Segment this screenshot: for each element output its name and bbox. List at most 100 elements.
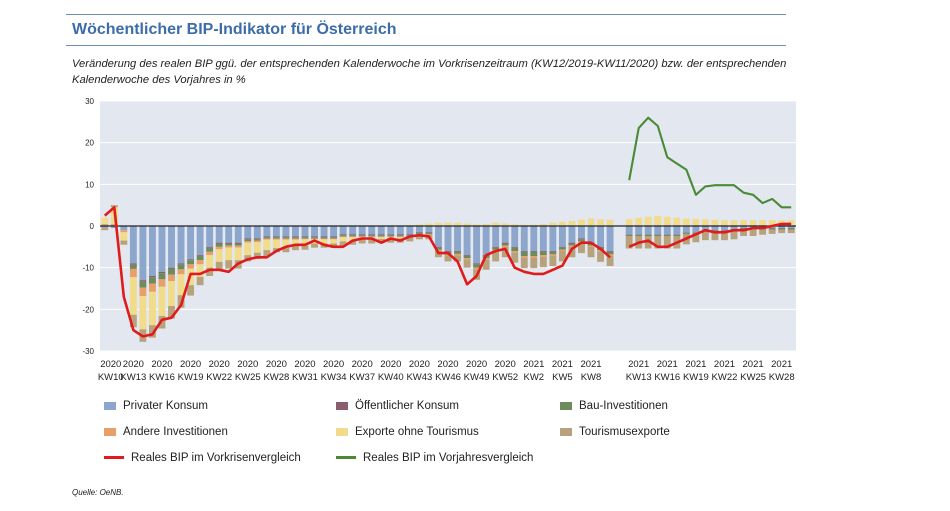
bar-segment-privater_konsum (520, 226, 528, 251)
bar-segment-tourismus (454, 255, 461, 262)
bar-segment-privater_konsum (110, 226, 118, 229)
bar-segment-andere (110, 223, 118, 226)
bar-segment-bau (787, 228, 795, 230)
x-tick-week: KW31 (292, 372, 318, 383)
x-tick-week: KW10 (98, 372, 124, 383)
bar-segment-exporte (749, 220, 757, 226)
bar-segment-privater_konsum (787, 226, 795, 229)
bar-segment-tourismus (387, 238, 395, 243)
x-tick-year: 2021 (552, 359, 573, 370)
bar-segment-oeffentlicher_konsum (139, 280, 147, 282)
bar-segment-oeffentlicher_konsum (225, 242, 233, 244)
x-tick-year: 2020 (180, 359, 201, 370)
legend-item-red: Reales BIP im Vorkrisenvergleich (104, 452, 301, 464)
bar-segment-exporte (139, 296, 147, 330)
bar-segment-andere (358, 236, 366, 238)
x-tick-year: 2021 (628, 359, 649, 370)
bar-segment-exporte (444, 222, 452, 226)
legend-swatch (560, 401, 572, 410)
x-tick-week: KW5 (552, 372, 573, 383)
bar-segment-privater_konsum (149, 226, 156, 276)
bar-segment-bau (149, 277, 156, 284)
bar-segment-exporte (721, 220, 728, 226)
bar-segment-exporte (196, 264, 204, 277)
bar-segment-andere (139, 287, 147, 296)
x-tick-year: 2020 (466, 359, 487, 370)
bar-segment-andere (530, 256, 538, 258)
bar-segment-tourismus (368, 239, 376, 244)
bar-segment-privater_konsum (578, 226, 585, 239)
bar-segment-tourismus (558, 251, 566, 262)
bar-segment-oeffentlicher_konsum (244, 238, 252, 240)
x-tick-year: 2020 (294, 359, 315, 370)
bar-segment-andere (129, 268, 137, 278)
bar-segment-exporte (787, 220, 795, 226)
bar-segment-exporte (759, 220, 767, 226)
bar-segment-privater_konsum (435, 226, 442, 247)
line-green (628, 116, 792, 209)
bar-segment-privater_konsum (673, 226, 681, 235)
bar-segment-bau (215, 243, 223, 247)
x-tick-week: KW22 (206, 372, 232, 383)
bar-segment-tourismus (492, 251, 500, 262)
bar-segment-andere (292, 238, 299, 240)
bar-segment-oeffentlicher_konsum (492, 246, 500, 248)
bar-segment-oeffentlicher_konsum (177, 263, 185, 265)
x-tick-week: KW28 (263, 372, 289, 383)
bar-segment-exporte (282, 239, 290, 249)
legend-item-privater_konsum: Privater Konsum (104, 400, 208, 412)
bar-segment-exporte (654, 216, 662, 226)
bar-segment-andere (520, 256, 528, 258)
x-tick-year: 2021 (685, 359, 706, 370)
bar-segment-bau (673, 234, 681, 236)
bar-segment-exporte (339, 237, 347, 242)
bar-segment-exporte (597, 219, 604, 226)
bar-segment-privater_konsum (501, 226, 509, 243)
bar-segment-tourismus (253, 252, 261, 259)
bar-segment-oeffentlicher_konsum (292, 236, 299, 238)
bar-segment-oeffentlicher_konsum (206, 246, 214, 248)
bar-segment-exporte (272, 239, 280, 249)
legend-item-tourismus: Tourismusexporte (560, 426, 670, 438)
legend-swatch (104, 401, 116, 410)
bar-segment-tourismus (168, 306, 175, 319)
bar-segment-bau (587, 243, 595, 246)
legend-label: Reales BIP im Vorjahresvergleich (363, 452, 534, 464)
bar-segment-andere (272, 238, 280, 240)
bar-segment-tourismus (282, 248, 290, 253)
bar-segment-privater_konsum (415, 226, 423, 233)
line-red (103, 206, 792, 338)
bar-segment-privater_konsum (511, 226, 519, 247)
x-tick-year: 2020 (151, 359, 172, 370)
bar-segment-andere (187, 264, 195, 269)
bar-segment-tourismus (377, 238, 385, 244)
y-tick-label: 10 (85, 180, 94, 189)
x-tick-year: 2021 (580, 359, 601, 370)
bar-segment-andere (244, 241, 252, 243)
bar-segment-exporte (635, 217, 643, 226)
bar-segment-exporte (234, 247, 242, 261)
bar-segment-oeffentlicher_konsum (501, 242, 509, 244)
x-tick-week: KW19 (178, 372, 204, 383)
bar-segment-privater_konsum (482, 226, 490, 256)
bar-segment-andere (225, 245, 233, 248)
bar-segment-tourismus (463, 259, 471, 268)
bar-segment-oeffentlicher_konsum (158, 271, 166, 274)
bar-segment-bau (415, 233, 423, 235)
bar-segment-tourismus (644, 236, 652, 249)
bar-segment-exporte (625, 218, 633, 226)
x-tick-year: 2021 (743, 359, 764, 370)
bar-segment-andere (282, 238, 290, 240)
bar-segment-oeffentlicher_konsum (168, 267, 175, 269)
bar-segment-exporte (415, 224, 423, 226)
x-tick-year: 2020 (323, 359, 344, 370)
source-note: Quelle: OeNB. (72, 488, 124, 497)
bar-segment-exporte (549, 222, 557, 226)
bar-segment-tourismus (311, 243, 318, 248)
bar-segment-oeffentlicher_konsum (339, 234, 347, 236)
gdp-indicator-chart: -30 -20 -10 0 10 20 30 2020 KW10 2020 KW13 2020 KW16… (82, 97, 796, 383)
bar-segment-oeffentlicher_konsum (463, 255, 471, 256)
bar-segment-exporte (301, 239, 309, 246)
bar-segment-andere (101, 223, 109, 226)
bar-segment-oeffentlicher_konsum (387, 234, 395, 236)
